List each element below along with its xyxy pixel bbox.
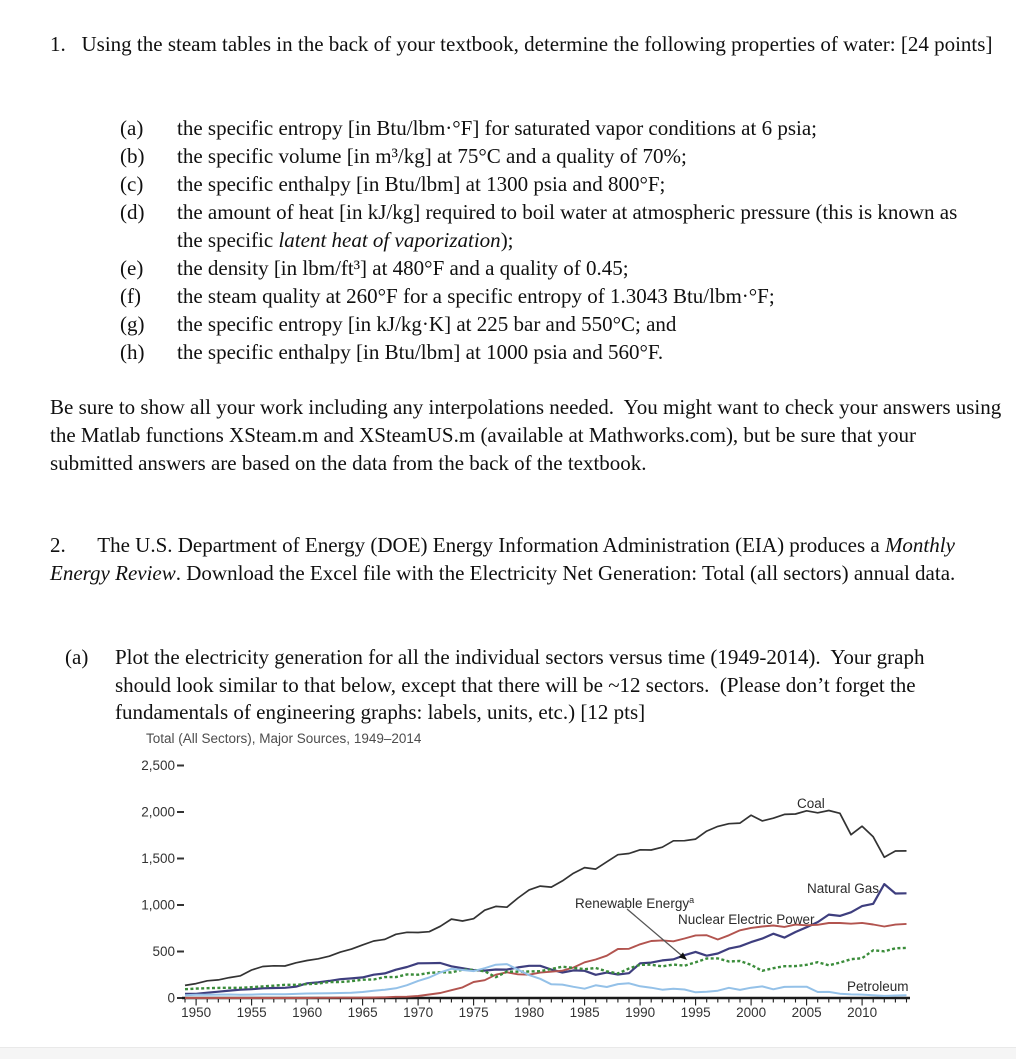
- y-tick-label: 2,000: [141, 805, 175, 820]
- x-tick-label: 1995: [681, 1005, 711, 1020]
- item-letter: (e): [120, 256, 144, 280]
- y-tick-label: 0: [167, 991, 175, 1006]
- page-bottom-strip: [0, 1047, 1016, 1059]
- item-letter: (d): [120, 200, 145, 224]
- problem-2-intro-italic: Monthly Energy Review: [50, 533, 955, 585]
- chart-title: Total (All Sectors), Major Sources, 1949…: [146, 731, 422, 746]
- x-tick-label: 1990: [625, 1005, 655, 1020]
- item-text-italic: latent heat of vaporization: [278, 228, 501, 252]
- x-tick-label: 1950: [181, 1005, 211, 1020]
- list-item: (e) the density [in lbm/ft³] at 480°F an…: [120, 254, 972, 282]
- annotation-arrowhead: [678, 952, 687, 960]
- item-text: Plot the electricity generation for all …: [115, 645, 925, 724]
- problem-1-note: Be sure to show all your work including …: [50, 395, 1002, 475]
- y-tick-label: 2,500: [141, 758, 175, 773]
- series-label-nuclear-electric-power: Nuclear Electric Power: [678, 912, 815, 927]
- list-item: (h) the specific enthalpy [in Btu/lbm] a…: [120, 338, 972, 366]
- series-label-renewable-energy: Renewable Energya: [575, 895, 694, 911]
- x-tick-label: 2010: [847, 1005, 877, 1020]
- y-tick-label: 1,500: [141, 851, 175, 866]
- item-text-pre: the amount of heat [in kJ/kg] required t…: [177, 200, 958, 252]
- item-text-post: );: [500, 228, 514, 252]
- series-line-renewable-energy: [184, 946, 907, 991]
- list-item: (d) the amount of heat [in kJ/kg] requir…: [120, 198, 972, 254]
- item-letter: (g): [120, 312, 145, 336]
- series-line-natural-gas: [185, 883, 907, 995]
- problem-1-intro: 1. Using the steam tables in the back of…: [50, 32, 993, 56]
- series-label-coal: Coal: [797, 796, 825, 811]
- item-letter: (f): [120, 284, 141, 308]
- item-text: the amount of heat [in kJ/kg] required t…: [177, 198, 972, 254]
- x-tick-label: 1955: [237, 1005, 267, 1020]
- x-tick-label: 1975: [459, 1005, 489, 1020]
- list-item: (g) the specific entropy [in kJ/kg·K] at…: [120, 310, 972, 338]
- series-label-petroleum: Petroleum: [847, 979, 909, 994]
- x-tick-label: 1970: [403, 1005, 433, 1020]
- x-tick-label: 2005: [792, 1005, 822, 1020]
- problem-2-item-a: (a) Plot the electricity generation for …: [65, 644, 971, 727]
- x-tick-label: 1985: [570, 1005, 600, 1020]
- x-tick-label: 1960: [292, 1005, 322, 1020]
- series-line-coal: [184, 809, 907, 987]
- chart-canvas: Total (All Sectors), Major Sources, 1949…: [141, 731, 910, 1020]
- list-item: (f) the steam quality at 260°F for a spe…: [120, 282, 972, 310]
- list-item: (a) the specific entropy [in Btu/lbm·°F]…: [120, 114, 972, 142]
- item-text: the specific volume [in m³/kg] at 75°C a…: [177, 144, 687, 168]
- problem-2-intro-pre: 2. The U.S. Department of Energy (DOE) E…: [50, 533, 885, 557]
- item-text: the density [in lbm/ft³] at 480°F and a …: [177, 256, 629, 280]
- item-letter: (a): [65, 645, 89, 669]
- series-line-nuclear-electric-power: [185, 921, 907, 999]
- item-letter: (c): [120, 172, 144, 196]
- list-item: (b) the specific volume [in m³/kg] at 75…: [120, 142, 972, 170]
- series-label-natural-gas: Natural Gas: [807, 881, 879, 896]
- series-line-petroleum: [184, 963, 907, 997]
- x-tick-label: 1980: [514, 1005, 544, 1020]
- item-text: the specific entropy [in Btu/lbm·°F] for…: [177, 116, 817, 140]
- list-item: (c) the specific enthalpy [in Btu/lbm] a…: [120, 170, 972, 198]
- annotation-arrow-line: [626, 908, 682, 956]
- item-text: the specific enthalpy [in Btu/lbm] at 10…: [177, 340, 664, 364]
- problem-2-intro-post: . Download the Excel file with the Elect…: [175, 561, 956, 585]
- problem-1-list: (a) the specific entropy [in Btu/lbm·°F]…: [120, 114, 972, 366]
- item-text: the specific entropy [in kJ/kg·K] at 225…: [177, 312, 677, 336]
- x-tick-label: 2000: [736, 1005, 766, 1020]
- item-text: the steam quality at 260°F for a specifi…: [177, 284, 775, 308]
- generation-chart: Total (All Sectors), Major Sources, 1949…: [130, 731, 1016, 1049]
- item-text: the specific enthalpy [in Btu/lbm] at 13…: [177, 172, 666, 196]
- x-tick-label: 1965: [348, 1005, 378, 1020]
- item-letter: (a): [120, 116, 144, 140]
- item-letter: (h): [120, 340, 145, 364]
- problem-2-intro: 2. The U.S. Department of Energy (DOE) E…: [50, 531, 1000, 587]
- y-tick-label: 500: [152, 944, 175, 959]
- y-tick-label: 1,000: [141, 898, 175, 913]
- item-letter: (b): [120, 144, 145, 168]
